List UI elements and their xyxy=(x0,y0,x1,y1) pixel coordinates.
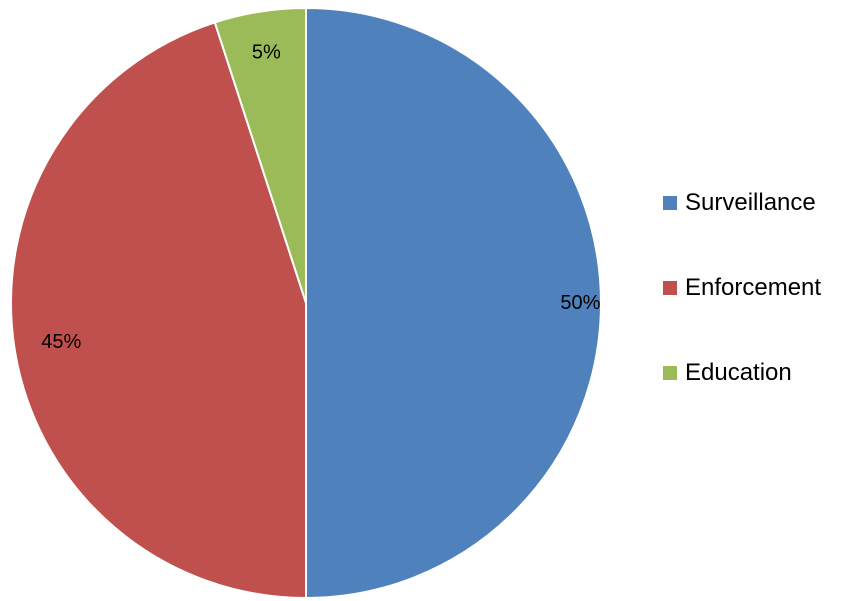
data-label-education: 5% xyxy=(252,41,281,63)
legend-swatch-surveillance xyxy=(663,196,677,210)
pie-data-labels: 50% 45% 5% xyxy=(41,41,600,352)
legend-label-enforcement: Enforcement xyxy=(685,274,822,301)
legend-label-education: Education xyxy=(685,359,792,386)
legend-item-education: Education xyxy=(663,353,821,393)
pie-slice-surveillance xyxy=(305,7,602,599)
pie-slice-education xyxy=(213,7,307,304)
data-label-surveillance: 50% xyxy=(560,292,600,314)
legend-label-surveillance: Surveillance xyxy=(685,189,816,216)
legend-swatch-education xyxy=(663,366,677,380)
data-label-enforcement: 45% xyxy=(41,331,81,353)
legend-swatch-enforcement xyxy=(663,281,677,295)
legend: Surveillance Enforcement Education xyxy=(663,183,821,393)
legend-item-enforcement: Enforcement xyxy=(663,268,821,308)
pie-slices xyxy=(10,7,602,599)
legend-item-surveillance: Surveillance xyxy=(663,183,821,223)
pie-slice-enforcement xyxy=(10,21,307,599)
